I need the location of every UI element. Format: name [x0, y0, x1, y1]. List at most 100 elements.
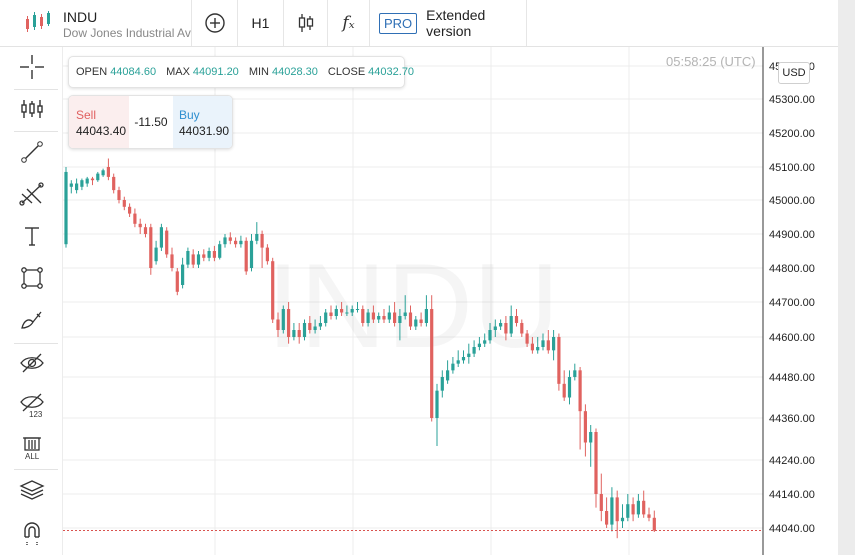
- candle: [446, 360, 450, 384]
- open-value: 44084.60: [110, 66, 157, 78]
- price-axis: 45400.0045300.0045200.0045100.0045000.00…: [769, 61, 815, 535]
- candle: [133, 208, 137, 228]
- candle: [642, 490, 646, 518]
- sell-button[interactable]: Sell 44043.40: [69, 96, 129, 148]
- candle: [212, 245, 216, 262]
- close-label: CLOSE: [327, 66, 366, 78]
- candle: [122, 196, 126, 211]
- candle: [525, 330, 529, 347]
- currency-button[interactable]: USD: [778, 62, 810, 84]
- hide-drawings-icon[interactable]: [14, 345, 50, 381]
- candle: [483, 333, 487, 347]
- add-symbol-button[interactable]: [192, 0, 238, 46]
- candle: [605, 497, 609, 528]
- candles: [64, 158, 656, 539]
- extended-version-button[interactable]: PRO Extended version: [370, 0, 527, 46]
- candle: [578, 367, 582, 450]
- candle: [340, 302, 344, 316]
- candle: [387, 305, 391, 323]
- candles-logo-icon: [26, 11, 50, 32]
- candle: [64, 167, 68, 248]
- candle: [318, 316, 322, 330]
- timeframe-button[interactable]: H1: [238, 0, 284, 46]
- candle: [552, 330, 556, 361]
- candle: [196, 251, 201, 268]
- candle: [324, 309, 328, 327]
- candlestick-icon: [298, 14, 313, 32]
- price-tick: 44900.00: [769, 229, 815, 241]
- candle: [615, 490, 619, 539]
- candle: [393, 302, 397, 327]
- candle: [117, 186, 121, 204]
- price-chart[interactable]: INDU 45400.0045300.0045200.0045100.00450…: [63, 47, 838, 555]
- candle: [467, 343, 471, 364]
- price-tick: 44040.00: [769, 523, 815, 535]
- candle: [207, 247, 211, 262]
- candle: [302, 319, 307, 341]
- candle: [244, 237, 248, 275]
- max-label: MAX: [166, 66, 190, 78]
- candle: [610, 487, 614, 532]
- crosshair-icon[interactable]: [14, 49, 50, 85]
- pitchfork-icon[interactable]: [14, 176, 50, 212]
- candle: [308, 316, 312, 334]
- candle: [562, 370, 566, 401]
- candle: [234, 237, 238, 248]
- candle: [149, 223, 153, 275]
- extended-version-label: Extended version: [426, 7, 486, 39]
- price-tick: 45300.00: [769, 94, 815, 106]
- candle: [366, 309, 370, 327]
- candle: [90, 176, 95, 186]
- candle: [435, 383, 439, 446]
- candle: [461, 350, 466, 364]
- candle: [69, 180, 73, 194]
- svg-text:ALL: ALL: [25, 452, 40, 460]
- top-toolbar: INDU Dow Jones Industrial Average H1 fₓ …: [0, 0, 855, 47]
- candle: [239, 235, 243, 248]
- trend-line-icon[interactable]: [14, 134, 50, 170]
- candle: [520, 319, 524, 337]
- symbol-selector[interactable]: INDU Dow Jones Industrial Average: [0, 0, 192, 46]
- chart-type-button[interactable]: [284, 0, 328, 46]
- layers-icon[interactable]: [14, 471, 50, 507]
- candle: [626, 494, 630, 522]
- symbol-watermark: INDU: [266, 239, 559, 373]
- text-icon[interactable]: [14, 218, 50, 254]
- indicators-button[interactable]: fₓ: [328, 0, 370, 46]
- candle: [329, 305, 333, 320]
- candle: [297, 323, 301, 344]
- price-tick: 44480.00: [769, 372, 815, 384]
- brush-icon[interactable]: [14, 302, 50, 338]
- hide-values-icon[interactable]: 123: [14, 387, 50, 423]
- candle: [191, 249, 195, 268]
- candle: [573, 363, 577, 381]
- candle: [186, 247, 190, 268]
- candle: [599, 473, 603, 522]
- indicators-icon[interactable]: [14, 91, 50, 127]
- candle: [456, 350, 460, 367]
- symbol-description: Dow Jones Industrial Average: [63, 26, 191, 40]
- price-tick: 44240.00: [769, 455, 815, 467]
- price-tick: 44800.00: [769, 263, 815, 275]
- candle: [488, 323, 492, 344]
- candle: [101, 168, 105, 177]
- magnet-icon[interactable]: [14, 515, 50, 551]
- delete-all-icon[interactable]: ALL: [14, 429, 50, 465]
- candle: [536, 337, 540, 354]
- candle: [504, 316, 508, 341]
- candle: [175, 268, 179, 296]
- scrollbar[interactable]: [838, 0, 855, 555]
- price-tick: 44360.00: [769, 413, 815, 425]
- candle: [414, 316, 418, 330]
- candle: [170, 247, 174, 272]
- candle: [583, 404, 587, 457]
- candle: [631, 497, 635, 522]
- candle: [594, 428, 598, 508]
- rectangle-icon[interactable]: [14, 260, 50, 296]
- candle: [371, 305, 375, 323]
- buy-button[interactable]: Buy 44031.90: [173, 96, 232, 148]
- sell-price: 44043.40: [76, 124, 127, 138]
- chart-grid: [63, 47, 763, 555]
- candle: [255, 222, 259, 245]
- sell-label: Sell: [76, 108, 97, 122]
